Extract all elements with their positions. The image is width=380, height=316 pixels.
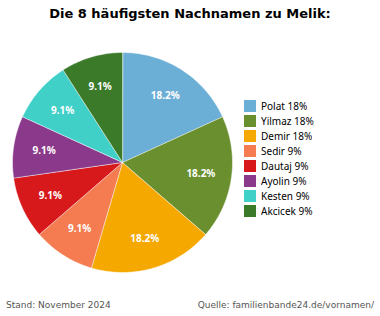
html-text:Ayolin 9%: Ayolin 9% xyxy=(261,174,307,188)
svg-text:9.1%: 9.1% xyxy=(32,143,55,157)
html-text:Akcicek 9%: Akcicek 9% xyxy=(261,204,313,218)
html-text:Die 8 häufigsten Nachnamen zu: Die 8 häufigsten Nachnamen zu Melik: xyxy=(49,6,331,21)
html-text:Demir 18%: Demir 18% xyxy=(261,129,313,143)
svg-text:9.1%: 9.1% xyxy=(68,221,91,235)
svg-text:9.1%: 9.1% xyxy=(39,187,62,201)
svg-text:18.2%: 18.2% xyxy=(186,165,215,179)
html-text:Stand: November 2024: Stand: November 2024 xyxy=(6,300,111,310)
svg-text:18.2%: 18.2% xyxy=(151,88,180,102)
html-text:Kesten 9%: Kesten 9% xyxy=(261,189,310,203)
html-text:Polat 18%: Polat 18% xyxy=(261,99,308,113)
html-text:Quelle: familienbande24.de/vor: Quelle: familienbande24.de/vornamen/ xyxy=(197,300,374,310)
svg-text:9.1%: 9.1% xyxy=(51,102,74,116)
svg-text:9.1%: 9.1% xyxy=(89,78,112,92)
svg-text:18.2%: 18.2% xyxy=(130,230,159,244)
html-text:Dautaj 9%: Dautaj 9% xyxy=(261,159,309,173)
html-text:Yilmaz 18%: Yilmaz 18% xyxy=(261,114,314,128)
html-text:Sedir 9%: Sedir 9% xyxy=(261,144,302,158)
